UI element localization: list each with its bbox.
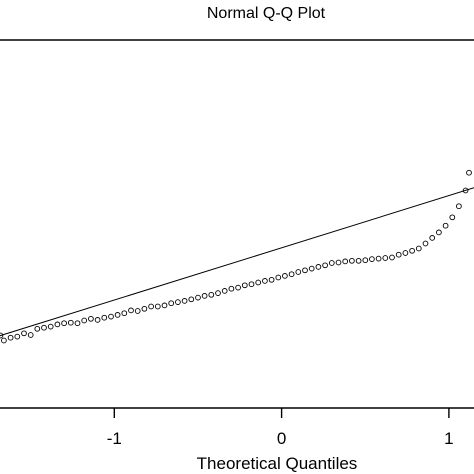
data-point-47: [268, 276, 275, 283]
data-point-11: [27, 332, 34, 338]
x-tick-label: 0: [277, 429, 286, 448]
data-point-49: [282, 273, 288, 279]
data-point-68: [409, 247, 415, 254]
data-point-25: [121, 310, 128, 317]
data-point-33: [175, 299, 181, 305]
data-point-38: [208, 291, 215, 298]
data-point-55: [322, 262, 328, 269]
data-point-56: [328, 260, 335, 266]
data-point-75: [456, 203, 462, 210]
data-point-43: [241, 282, 248, 289]
data-points: [0, 169, 472, 344]
data-point-22: [101, 314, 108, 321]
data-point-19: [81, 317, 88, 324]
data-point-17: [67, 319, 74, 326]
data-point-54: [315, 264, 322, 270]
data-point-44: [248, 281, 255, 288]
data-point-53: [308, 265, 315, 272]
data-point-15: [54, 321, 61, 328]
data-point-63: [375, 255, 382, 262]
data-point-12: [34, 325, 41, 332]
data-point-64: [382, 255, 389, 261]
data-point-10: [21, 330, 27, 337]
data-point-16: [61, 320, 67, 327]
data-point-58: [342, 258, 349, 265]
data-point-35: [188, 296, 195, 303]
data-point-36: [195, 294, 201, 301]
x-axis-ticks: -1 0 1: [107, 408, 454, 448]
data-point-40: [221, 288, 228, 294]
data-point-57: [335, 259, 342, 266]
data-point-70: [422, 240, 429, 247]
data-point-27: [134, 308, 141, 314]
data-point-65: [389, 254, 395, 261]
data-point-18: [74, 320, 81, 327]
data-point-48: [275, 274, 282, 281]
data-point-66: [395, 251, 402, 258]
data-point-67: [402, 250, 409, 256]
data-point-62: [369, 256, 375, 262]
data-point-9: [14, 333, 21, 340]
data-point-24: [114, 312, 121, 318]
x-tick-label: 1: [444, 429, 453, 448]
data-point-32: [168, 300, 175, 307]
data-point-51: [295, 269, 302, 275]
data-point-46: [262, 278, 268, 284]
data-point-23: [108, 313, 114, 320]
data-point-61: [362, 257, 369, 264]
data-point-13: [41, 324, 47, 331]
data-point-29: [148, 303, 154, 310]
data-point-28: [141, 305, 148, 312]
data-point-20: [88, 315, 94, 322]
data-point-59: [349, 257, 355, 264]
data-point-7: [1, 337, 7, 344]
data-point-21: [94, 317, 101, 323]
data-point-45: [255, 279, 262, 286]
data-point-41: [228, 285, 235, 292]
data-point-50: [288, 271, 295, 278]
data-point-37: [201, 293, 208, 299]
data-point-34: [181, 298, 188, 304]
qq-reference-line: [0, 187, 474, 337]
data-point-14: [47, 323, 54, 330]
x-tick-label: -1: [107, 429, 122, 448]
x-axis-label: Theoretical Quantiles: [197, 454, 358, 473]
data-point-74: [449, 214, 456, 221]
chart-title: Normal Q-Q Plot: [207, 5, 326, 22]
data-point-52: [302, 267, 308, 274]
data-point-30: [154, 303, 161, 310]
data-point-60: [355, 257, 362, 264]
data-point-39: [215, 290, 221, 296]
data-point-42: [235, 284, 241, 291]
reference-line-group: [0, 187, 474, 337]
data-point-73: [442, 222, 449, 229]
data-point-6: [0, 332, 4, 339]
data-point-77: [466, 169, 472, 176]
data-point-69: [415, 245, 422, 252]
data-point-26: [128, 307, 134, 314]
data-point-72: [436, 229, 442, 236]
data-point-71: [429, 235, 436, 241]
data-point-31: [161, 302, 168, 309]
data-point-8: [7, 334, 14, 341]
data-point-76: [462, 187, 469, 194]
